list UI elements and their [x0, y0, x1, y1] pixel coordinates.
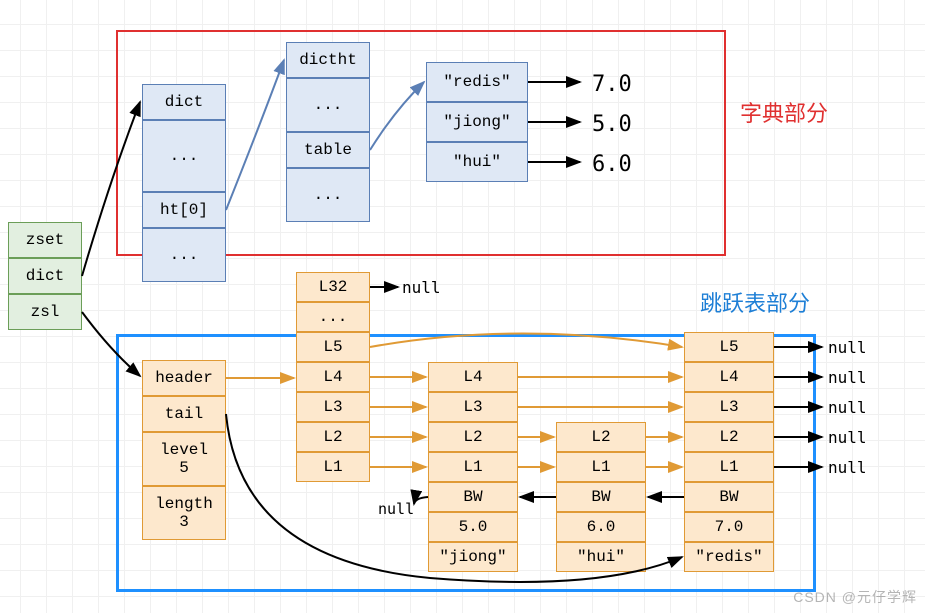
entry-val-1: 5.0	[592, 112, 632, 137]
n3-l3: L3	[684, 392, 774, 422]
hdr-l32: L32	[296, 272, 370, 302]
hdr-l1: L1	[296, 452, 370, 482]
entry-key-2: "hui"	[426, 142, 528, 182]
n3-l2: L2	[684, 422, 774, 452]
sl-meta-3: length 3	[142, 486, 226, 540]
dictht-cell-1: ...	[286, 78, 370, 132]
hdr-l3: L3	[296, 392, 370, 422]
n3-l1: L1	[684, 452, 774, 482]
null-l4: null	[828, 368, 867, 387]
dictht-cell-3: ...	[286, 168, 370, 222]
n1-bw-null: null	[378, 500, 414, 518]
null-l1: null	[828, 458, 867, 477]
dictht-cell-0: dictht	[286, 42, 370, 78]
hdr-dots: ...	[296, 302, 370, 332]
n3-ob: "redis"	[684, 542, 774, 572]
n2-bw: BW	[556, 482, 646, 512]
n1-bw: BW	[428, 482, 518, 512]
entry-key-1: "jiong"	[426, 102, 528, 142]
dict-cell-2: ht[0]	[142, 192, 226, 228]
hdr-l2: L2	[296, 422, 370, 452]
zset-cell-1: dict	[8, 258, 82, 294]
watermark: CSDN @元仔学辉	[793, 587, 917, 607]
null-l3: null	[828, 398, 867, 417]
n2-ob: "hui"	[556, 542, 646, 572]
n3-sc: 7.0	[684, 512, 774, 542]
l32-null: null	[402, 278, 441, 297]
null-l5: null	[828, 338, 867, 357]
sl-meta-level-label: level	[160, 441, 208, 459]
dict-section-label: 字典部分	[740, 96, 828, 128]
n3-l4: L4	[684, 362, 774, 392]
n2-l1: L1	[556, 452, 646, 482]
n2-l2: L2	[556, 422, 646, 452]
n1-l3: L3	[428, 392, 518, 422]
sl-meta-2: level 5	[142, 432, 226, 486]
n1-sc: 5.0	[428, 512, 518, 542]
n1-l1: L1	[428, 452, 518, 482]
sl-meta-0: header	[142, 360, 226, 396]
dict-cell-1: ...	[142, 120, 226, 192]
dictht-cell-2: table	[286, 132, 370, 168]
n3-bw: BW	[684, 482, 774, 512]
dict-cell-0: dict	[142, 84, 226, 120]
dict-cell-3: ...	[142, 228, 226, 282]
hdr-l5: L5	[296, 332, 370, 362]
entry-key-0: "redis"	[426, 62, 528, 102]
n1-l2: L2	[428, 422, 518, 452]
null-l2: null	[828, 428, 867, 447]
n1-ob: "jiong"	[428, 542, 518, 572]
sl-meta-level-value: 5	[179, 459, 189, 477]
zset-cell-2: zsl	[8, 294, 82, 330]
hdr-l4: L4	[296, 362, 370, 392]
skiplist-section-label: 跳跃表部分	[700, 286, 810, 318]
n1-l4: L4	[428, 362, 518, 392]
entry-val-2: 6.0	[592, 152, 632, 177]
zset-cell-0: zset	[8, 222, 82, 258]
sl-meta-1: tail	[142, 396, 226, 432]
n2-sc: 6.0	[556, 512, 646, 542]
entry-val-0: 7.0	[592, 72, 632, 97]
n3-l5: L5	[684, 332, 774, 362]
sl-meta-length-value: 3	[179, 513, 189, 531]
sl-meta-length-label: length	[155, 495, 213, 513]
